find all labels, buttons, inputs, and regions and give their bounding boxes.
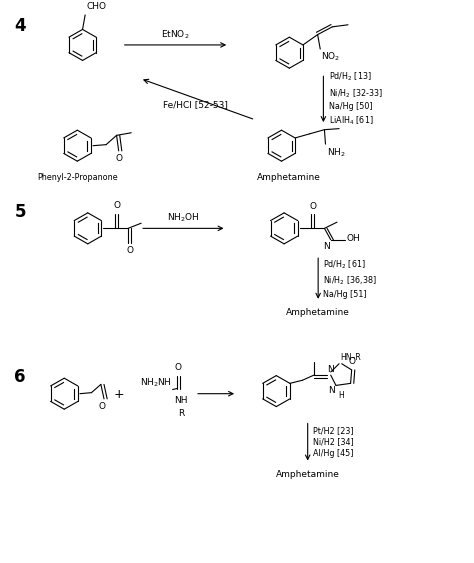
Text: Fe/HCl [52-53]: Fe/HCl [52-53] (163, 101, 228, 110)
Text: +: + (114, 388, 125, 401)
Text: Pd/H$_2$ [61]
Ni/H$_2$ [36,38]
Na/Hg [51]: Pd/H$_2$ [61] Ni/H$_2$ [36,38] Na/Hg [51… (323, 258, 377, 299)
Text: 4: 4 (15, 16, 26, 34)
Text: N: N (328, 386, 335, 395)
Text: O: O (348, 358, 355, 367)
Text: OH: OH (346, 234, 360, 243)
Text: N: N (323, 242, 330, 251)
Text: 6: 6 (15, 368, 26, 386)
Text: Phenyl-2-Propanone: Phenyl-2-Propanone (37, 172, 118, 181)
Text: Amphetamine: Amphetamine (276, 470, 339, 479)
Text: O: O (310, 202, 317, 211)
Text: O: O (99, 403, 106, 412)
Text: O: O (113, 201, 120, 210)
Text: Amphetamine: Amphetamine (286, 309, 350, 318)
Text: NH$_2$: NH$_2$ (327, 146, 345, 159)
Text: EtNO$_2$: EtNO$_2$ (161, 28, 190, 41)
Text: Pt/H2 [23]
Ni/H2 [34]
Al/Hg [45]: Pt/H2 [23] Ni/H2 [34] Al/Hg [45] (313, 426, 354, 458)
Text: Amphetamine: Amphetamine (257, 172, 321, 181)
Text: H: H (338, 391, 344, 400)
Text: NO$_2$: NO$_2$ (321, 50, 341, 62)
Text: O: O (115, 154, 122, 163)
Text: O: O (175, 363, 182, 372)
Text: N: N (328, 365, 334, 374)
Text: NH: NH (173, 396, 187, 405)
Text: Pd/H$_2$ [13]
Ni/H$_2$ [32-33]
Na/Hg [50]
LiAlH$_4$ [61]: Pd/H$_2$ [13] Ni/H$_2$ [32-33] Na/Hg [50… (328, 71, 383, 127)
Text: CHO: CHO (86, 2, 106, 11)
Text: NH$_2$NH: NH$_2$NH (140, 376, 172, 388)
Text: 5: 5 (15, 203, 26, 221)
Text: NH$_2$OH: NH$_2$OH (167, 212, 200, 224)
Text: HN–R: HN–R (340, 352, 361, 361)
Text: R: R (178, 409, 184, 418)
Text: O: O (126, 247, 133, 256)
